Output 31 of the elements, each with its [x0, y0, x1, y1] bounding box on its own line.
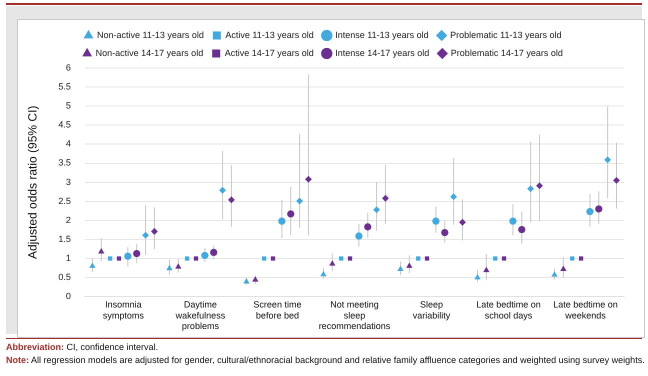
x-tick-label: Daytime wakefulness problems	[174, 299, 226, 332]
x-tick-label: Late bedtime on school days	[476, 299, 541, 320]
y-tick-label: 3	[66, 176, 71, 187]
y-tick-label: 5.5	[58, 82, 71, 92]
y-tick-label: 3.5	[58, 158, 71, 168]
x-tick-label: Not meeting sleep recommendations	[318, 299, 391, 332]
text: Note: All regression models are adjusted for gender, cultural/ethnoracial background and relative family affluence categories and weighted using survey weights.	[6, 354, 646, 367]
y-tick-label: 5	[66, 100, 71, 111]
y-tick-label: 1	[66, 252, 71, 263]
legend-label: Active 14-17 years old	[224, 48, 314, 58]
y-tick-label: 4.5	[58, 120, 71, 130]
y-axis-title: Adjusted odds ratio (95% CI)	[26, 106, 40, 260]
x-tick-label: Sleep variability	[412, 299, 451, 320]
y-tick-label: 6	[66, 62, 71, 72]
legend-label: Intense 14-17 years old	[335, 48, 430, 58]
legend-label: Intense 11-13 years old	[335, 30, 429, 40]
x-tick-label: Screen time before bed	[253, 299, 302, 320]
legend-label: Non-active 14-17 years old	[96, 48, 204, 58]
y-tick-label: 2.5	[58, 196, 71, 206]
y-tick-label: 2	[66, 214, 71, 225]
x-tick-label: Insomnia symptoms	[102, 299, 144, 320]
legend-label: Active 11-13 years old	[225, 30, 314, 40]
y-tick-label: 4	[66, 138, 71, 149]
legend-label: Non-active 11-13 years old	[96, 30, 204, 40]
y-tick-label: 0	[66, 291, 71, 302]
y-tick-label: 1.5	[58, 234, 71, 244]
legend-label: Problematic 14-17 years old	[450, 48, 563, 58]
legend-label: Problematic 11-13 years old	[450, 30, 562, 40]
y-tick-label: 0.5	[58, 272, 71, 282]
text: Abbreviation: CI, confidence interval.	[6, 341, 160, 354]
x-tick-label: Late bedtime on weekends	[553, 299, 618, 320]
